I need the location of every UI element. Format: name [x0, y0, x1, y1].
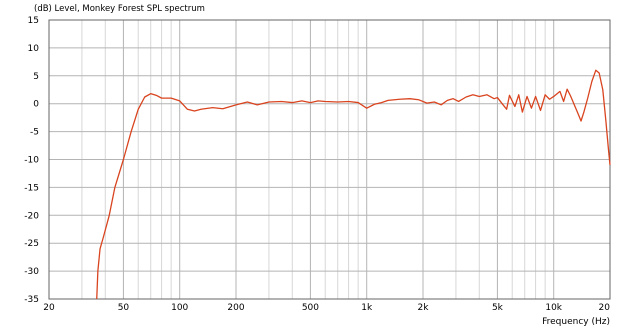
- x-tick-label: 50: [118, 303, 130, 313]
- y-tick-label: -30: [24, 267, 39, 277]
- y-tick-label: 0: [33, 100, 39, 110]
- y-tick-label: 10: [28, 44, 40, 54]
- x-tick-label: 100: [171, 303, 188, 313]
- x-tick-label: 500: [302, 303, 319, 313]
- x-tick-label: 5k: [492, 303, 504, 313]
- x-tick-label: 1k: [361, 303, 373, 313]
- x-tick-label: 20: [599, 303, 611, 313]
- x-axis-ticks: 20 50 100 200 500 1k 2k 5k 10k 20: [43, 303, 610, 313]
- y-tick-label: -5: [30, 128, 39, 138]
- y-tick-label: -15: [24, 183, 39, 193]
- x-axis-label: Frequency (Hz): [542, 317, 610, 327]
- x-tick-label: 20: [43, 303, 55, 313]
- y-tick-label: -35: [24, 295, 39, 305]
- spl-spectrum-line: [96, 69, 611, 300]
- x-tick-label: 2k: [418, 303, 430, 313]
- chart-grid: [48, 19, 611, 300]
- y-tick-label: 15: [28, 16, 39, 26]
- y-axis-ticks: 15 10 5 0 -5 -10 -15 -20 -25 -30 -35: [24, 16, 39, 305]
- y-tick-label: -20: [24, 211, 39, 221]
- x-tick-label: 200: [227, 303, 244, 313]
- y-tick-label: -25: [24, 239, 39, 249]
- y-tick-label: -10: [24, 156, 39, 166]
- x-tick-label: 10k: [545, 303, 562, 313]
- y-tick-label: 5: [33, 72, 39, 82]
- chart-title: (dB) Level, Monkey Forest SPL spectrum: [34, 4, 205, 14]
